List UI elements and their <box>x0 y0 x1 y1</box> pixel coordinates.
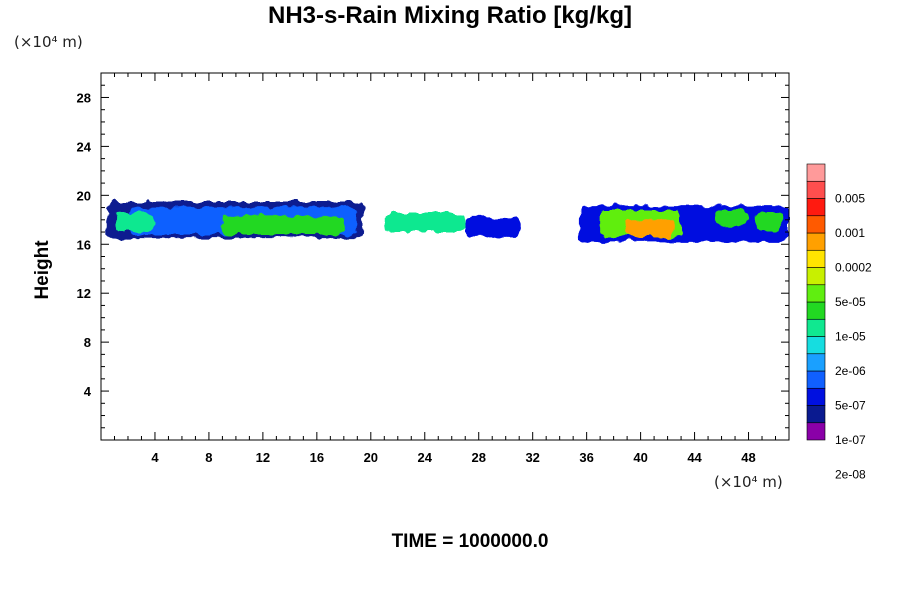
y-tick-label: 16 <box>77 237 91 252</box>
x-tick-label: 48 <box>741 450 755 465</box>
colorbar-label: 0.0002 <box>835 261 872 275</box>
colorbar-swatch <box>806 180 826 199</box>
colorbar-swatch <box>806 267 826 286</box>
x-tick-label: 40 <box>633 450 647 465</box>
x-axis-unit: (×10⁴ m) <box>714 473 783 491</box>
colorbar-swatch <box>806 232 826 251</box>
colorbar-swatch <box>806 249 826 268</box>
colorbar-label: 5e-05 <box>835 295 866 309</box>
y-axis-unit: (×10⁴ m) <box>14 33 83 51</box>
x-tick-label: 20 <box>364 450 378 465</box>
colorbar: 0.005 0.001 0.0002 5e-05 1e-05 2e-06 5e-07 1e-0… <box>806 163 872 482</box>
contour-patch <box>384 212 466 233</box>
contour-patch <box>114 212 155 233</box>
y-tick-label: 28 <box>77 90 91 105</box>
x-tick-label: 4 <box>151 450 159 465</box>
colorbar-label: 5e-07 <box>835 399 866 413</box>
contour-patch <box>714 210 749 225</box>
colorbar-swatch <box>806 422 826 441</box>
time-label: TIME = 1000000.0 <box>391 531 549 552</box>
contour-patch <box>627 219 675 237</box>
colorbar-label: 1e-05 <box>835 330 866 344</box>
x-tick-label: 16 <box>310 450 324 465</box>
colorbar-swatch <box>806 387 826 406</box>
colorbar-swatch <box>806 215 826 234</box>
colorbar-swatch <box>806 198 826 217</box>
colorbar-swatch <box>806 301 826 320</box>
plot-area <box>107 201 789 242</box>
contour-patch <box>465 217 520 237</box>
contour-patch <box>222 214 344 235</box>
chart-title: NH3-s-Rain Mixing Ratio [kg/kg] <box>267 2 633 29</box>
y-tick-label: 4 <box>84 384 92 399</box>
plot-frame <box>100 72 790 441</box>
y-tick-label: 8 <box>84 335 91 350</box>
x-tick-label: 28 <box>471 450 485 465</box>
y-tick-label: 24 <box>77 139 92 154</box>
y-tick-label: 12 <box>77 286 91 301</box>
y-tick-label: 20 <box>77 188 91 203</box>
colorbar-swatch <box>806 318 826 337</box>
x-tick-label: 36 <box>579 450 593 465</box>
colorbar-swatch <box>806 163 826 182</box>
colorbar-swatch <box>806 353 826 372</box>
x-tick-label: 12 <box>256 450 270 465</box>
x-tick-label: 24 <box>418 450 433 465</box>
colorbar-swatch <box>806 284 826 303</box>
x-tick-label: 44 <box>687 450 702 465</box>
colorbar-swatch <box>806 405 826 424</box>
colorbar-swatch <box>806 336 826 355</box>
colorbar-label: 2e-08 <box>835 468 866 482</box>
colorbar-swatch <box>806 370 826 389</box>
colorbar-label: 2e-06 <box>835 364 866 378</box>
x-tick-label: 8 <box>205 450 212 465</box>
colorbar-label: 1e-07 <box>835 433 866 447</box>
colorbar-label: 0.005 <box>835 192 865 206</box>
contour-patch <box>755 212 783 233</box>
colorbar-label: 0.001 <box>835 226 865 240</box>
x-tick-label: 32 <box>525 450 539 465</box>
